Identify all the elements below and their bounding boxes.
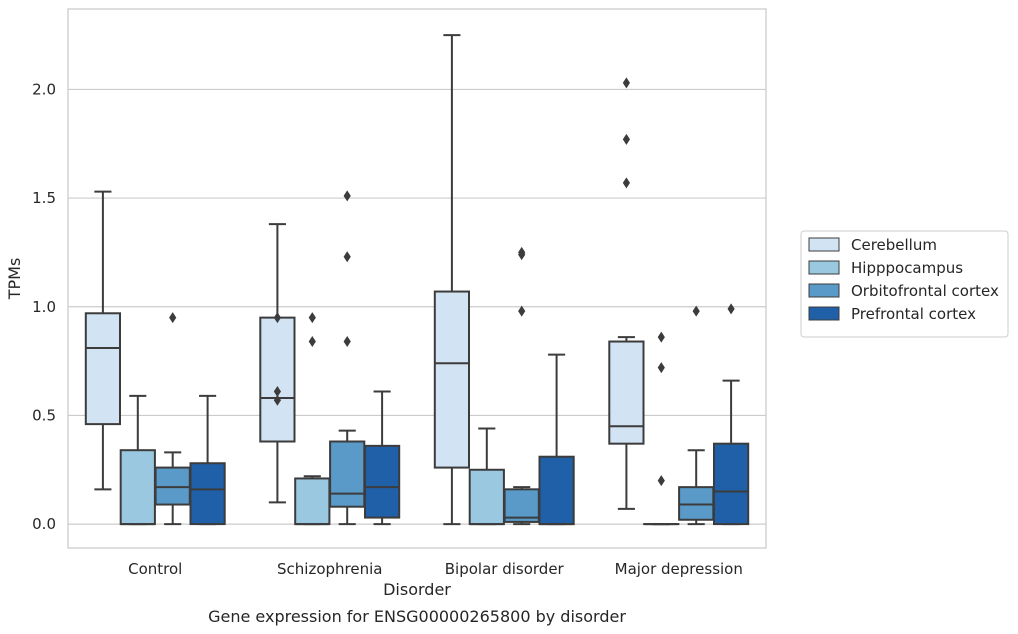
x-axis-ticks: Control Schizophrenia Bipolar disorder Majo… bbox=[128, 560, 743, 578]
box-3-3 bbox=[503, 246, 540, 526]
x-tick-label: Control bbox=[128, 560, 182, 578]
outlier-point bbox=[657, 362, 665, 374]
legend-label: Cerebellum bbox=[851, 236, 937, 254]
outlier-point bbox=[343, 190, 351, 202]
box-1-4 bbox=[608, 77, 645, 510]
legend-item: Hipppocampus bbox=[808, 259, 963, 277]
box-body bbox=[503, 488, 540, 523]
legend-swatch bbox=[808, 283, 840, 298]
x-tick-label: Schizophrenia bbox=[277, 560, 382, 578]
legend-item: Cerebellum bbox=[808, 236, 937, 254]
box-body bbox=[538, 455, 575, 526]
x-axis-title: Disorder bbox=[383, 580, 451, 599]
box-body bbox=[433, 290, 471, 469]
box-body bbox=[608, 340, 645, 445]
outlier-point bbox=[273, 312, 281, 324]
y-axis-ticks: 0.0 0.5 1.0 1.5 2.0 bbox=[32, 80, 56, 533]
x-tick-label: Bipolar disorder bbox=[445, 560, 565, 578]
legend-swatch bbox=[808, 306, 840, 321]
outlier-point bbox=[273, 394, 281, 406]
box-body bbox=[189, 462, 226, 526]
outlier-point bbox=[343, 336, 351, 348]
y-tick-label: 0.5 bbox=[32, 406, 56, 424]
outlier-point bbox=[343, 251, 351, 263]
outlier-point bbox=[273, 386, 281, 398]
outlier-point bbox=[622, 77, 630, 89]
box-body bbox=[84, 312, 122, 426]
box-4-4 bbox=[712, 303, 750, 526]
outlier-point bbox=[308, 312, 316, 324]
outlier-point bbox=[518, 249, 526, 261]
y-tick-label: 2.0 bbox=[32, 80, 56, 98]
outlier-point bbox=[657, 475, 665, 487]
box-1-3 bbox=[433, 34, 471, 526]
y-tick-label: 0.0 bbox=[32, 515, 56, 533]
box-body bbox=[363, 444, 401, 519]
legend-label: Prefrontal cortex bbox=[851, 305, 976, 323]
box-3-2 bbox=[329, 190, 366, 526]
box-body bbox=[468, 468, 505, 526]
outlier-point bbox=[169, 312, 177, 324]
legend: Cerebellum Hipppocampus Orbitofrontal cort… bbox=[800, 230, 1009, 338]
box-2-1 bbox=[119, 394, 156, 526]
box-group-layer bbox=[84, 34, 750, 526]
box-2-2 bbox=[294, 312, 331, 526]
outlier-point bbox=[308, 336, 316, 348]
legend-label: Orbitofrontal cortex bbox=[851, 282, 999, 300]
box-body bbox=[294, 477, 331, 526]
box-body bbox=[259, 316, 296, 443]
box-3-1 bbox=[154, 312, 191, 526]
figure-caption: Gene expression for ENSG00000265800 by d… bbox=[208, 607, 626, 626]
box-body bbox=[678, 486, 715, 521]
outlier-point bbox=[518, 305, 526, 317]
box-body bbox=[154, 466, 191, 506]
box-2-4 bbox=[643, 331, 680, 526]
box-1-1 bbox=[84, 190, 122, 491]
legend-swatch bbox=[808, 260, 840, 275]
outlier-point bbox=[727, 303, 735, 315]
y-tick-label: 1.5 bbox=[32, 189, 56, 207]
box-body bbox=[712, 442, 750, 526]
box-2-3 bbox=[468, 427, 505, 526]
outlier-point bbox=[622, 177, 630, 189]
outlier-point bbox=[622, 133, 630, 145]
x-tick-label: Major depression bbox=[615, 560, 743, 578]
box-body bbox=[119, 449, 156, 526]
legend-label: Hipppocampus bbox=[851, 259, 963, 277]
plot-area-frame bbox=[67, 8, 767, 549]
box-4-1 bbox=[189, 394, 226, 526]
legend-item: Orbitofrontal cortex bbox=[808, 282, 999, 300]
legend-item: Prefrontal cortex bbox=[808, 305, 976, 323]
legend-frame bbox=[800, 230, 1009, 338]
outlier-point bbox=[657, 331, 665, 343]
box-4-3 bbox=[538, 353, 575, 526]
outlier-point bbox=[692, 305, 700, 317]
box-body bbox=[329, 440, 366, 508]
box-1-2 bbox=[259, 223, 296, 504]
legend-swatch bbox=[808, 237, 840, 252]
box-4-2 bbox=[363, 390, 401, 526]
y-tick-label: 1.0 bbox=[32, 298, 56, 316]
y-axis-title: TPMs bbox=[5, 258, 24, 301]
